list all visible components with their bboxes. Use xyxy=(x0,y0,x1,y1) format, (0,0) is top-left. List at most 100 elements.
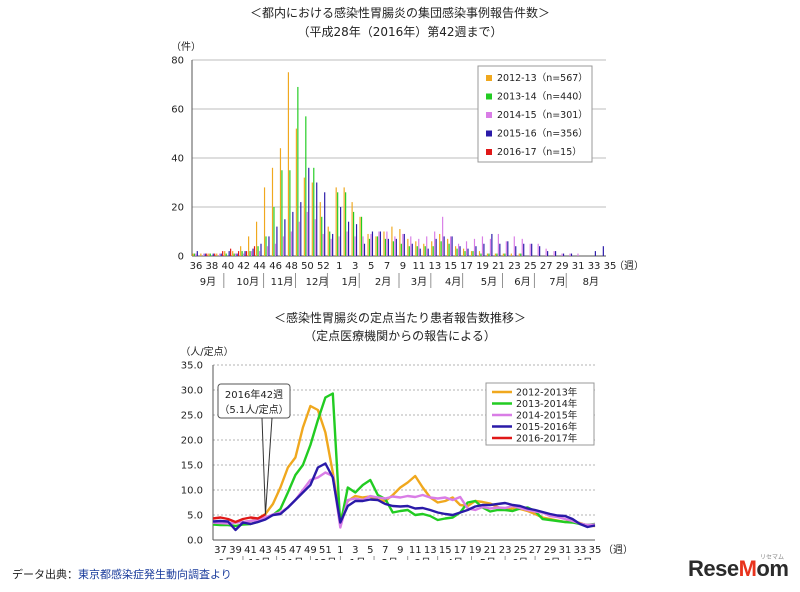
bar xyxy=(531,243,533,256)
x-unit-label: （週） xyxy=(603,544,633,556)
bar xyxy=(456,248,458,256)
x-tick-label: 39 xyxy=(229,545,242,556)
bar xyxy=(192,253,194,256)
bar xyxy=(486,253,489,256)
bar xyxy=(362,236,364,256)
bar xyxy=(338,236,340,256)
bar xyxy=(276,226,278,256)
top-chart-subtitle: （平成28年（2016年）第42週まで） xyxy=(297,25,503,39)
bar xyxy=(545,248,547,256)
x-tick-label: 21 xyxy=(484,545,497,556)
x-tick-label: 35 xyxy=(589,545,602,556)
bar xyxy=(448,243,450,256)
month-label: 3月 xyxy=(411,276,427,288)
bar xyxy=(236,253,238,256)
bar xyxy=(195,253,197,256)
legend-label: 2012-2013年 xyxy=(516,387,578,399)
x-tick-label: 7 xyxy=(382,545,388,556)
month-label: 8月 xyxy=(576,557,592,560)
bar xyxy=(232,251,234,256)
bar xyxy=(402,233,404,256)
y-tick-label: 80 xyxy=(171,56,184,67)
bar xyxy=(305,116,307,256)
bar xyxy=(260,243,262,256)
legend-label: 2012-13（n=567） xyxy=(497,72,588,84)
bar xyxy=(494,253,497,256)
bar xyxy=(473,238,476,256)
source-link[interactable]: 東京都感染症発生動向調査より xyxy=(78,568,232,581)
bar xyxy=(248,236,250,256)
x-tick-label: 1 xyxy=(336,261,342,272)
bar xyxy=(281,170,283,256)
bar xyxy=(244,251,246,256)
bar xyxy=(483,243,485,256)
bar xyxy=(379,231,382,256)
bar xyxy=(235,253,237,256)
y-tick-label: 5.0 xyxy=(187,511,203,522)
legend-swatch xyxy=(486,130,492,137)
bar xyxy=(200,253,202,256)
month-label: 6月 xyxy=(512,557,528,560)
bar xyxy=(478,251,481,256)
bar xyxy=(427,248,429,256)
bar xyxy=(360,216,363,256)
legend-label: 2013-14（n=440） xyxy=(497,91,588,103)
bar xyxy=(306,211,308,256)
bar xyxy=(518,253,520,256)
bottom-chart-title: ＜感染性胃腸炎の定点当たり患者報告数推移＞ xyxy=(273,311,526,325)
bar xyxy=(354,236,356,256)
bar xyxy=(253,246,256,256)
bar xyxy=(363,243,366,256)
bar xyxy=(355,224,358,256)
x-tick-label: 52 xyxy=(317,261,330,272)
bar xyxy=(594,251,596,256)
bar xyxy=(537,243,539,256)
x-tick-label: 29 xyxy=(544,545,557,556)
y-tick-label: 20 xyxy=(171,203,184,214)
bar xyxy=(292,211,294,256)
x-tick-label: 42 xyxy=(237,261,250,272)
x-tick-label: 25 xyxy=(514,545,527,556)
bar xyxy=(245,251,248,256)
bar xyxy=(230,248,232,256)
bar xyxy=(384,238,387,256)
x-tick-label: 36 xyxy=(190,261,203,272)
bar xyxy=(515,246,517,256)
bar xyxy=(371,231,374,256)
resemom-logo-small: リセマム xyxy=(760,554,785,561)
bar xyxy=(376,236,379,256)
month-label: 6月 xyxy=(514,276,530,288)
month-label: 10月 xyxy=(236,276,259,288)
x-tick-label: 21 xyxy=(492,261,505,272)
x-tick-label: 5 xyxy=(367,545,373,556)
x-tick-label: 23 xyxy=(508,261,521,272)
bar xyxy=(222,251,224,256)
bar xyxy=(324,192,326,256)
bar xyxy=(255,221,258,256)
bar xyxy=(209,253,211,256)
month-label: 4月 xyxy=(447,557,463,560)
y-tick-label: 15.0 xyxy=(181,461,203,472)
bar xyxy=(434,231,436,256)
y-tick-label: 35.0 xyxy=(181,361,203,372)
bar xyxy=(282,236,284,256)
bar xyxy=(347,221,350,256)
bar xyxy=(368,238,371,256)
bar xyxy=(289,170,291,256)
legend-label: 2014-15（n=301） xyxy=(497,109,588,121)
bar xyxy=(513,236,515,256)
bar xyxy=(313,167,315,256)
x-tick-label: 11 xyxy=(413,261,426,272)
bar xyxy=(408,246,410,256)
callout-box-text: 2016年42週 （5.1人/定点） xyxy=(218,388,290,418)
bar xyxy=(249,251,251,256)
bar xyxy=(340,207,342,256)
bar xyxy=(480,253,482,256)
x-tick-label: 50 xyxy=(301,261,314,272)
bar xyxy=(345,192,347,256)
bar xyxy=(481,236,484,256)
bar xyxy=(337,192,339,256)
bar xyxy=(330,238,332,256)
bar xyxy=(233,253,235,256)
